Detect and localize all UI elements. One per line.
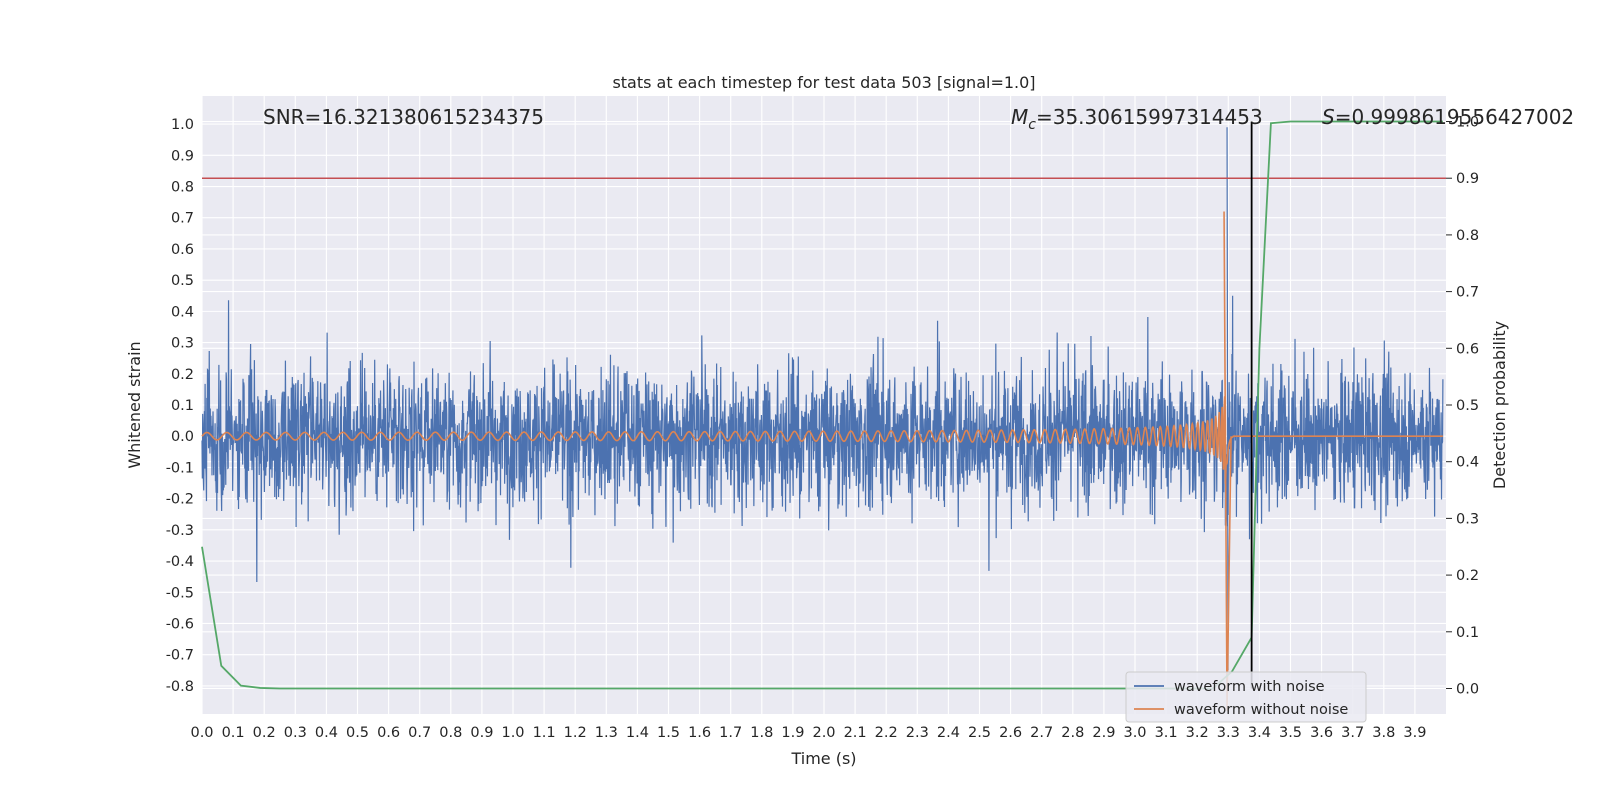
x-tick-label: 2.0	[812, 725, 835, 741]
x-tick-label: 2.9	[1092, 725, 1115, 741]
x-tick-label: 1.6	[688, 725, 711, 741]
y-right-tick-label: 0.1	[1456, 625, 1479, 641]
y-tick-label: -0.7	[166, 648, 194, 664]
x-axis-label: Time (s)	[790, 749, 856, 768]
y-right-tick-label: 0.6	[1456, 341, 1479, 357]
y-tick-label: 0.6	[171, 242, 194, 258]
x-tick-label: 3.3	[1217, 725, 1240, 741]
y-right-tick-label: 1.0	[1456, 115, 1479, 131]
tick-labels: 0.0 0.1 0.2 0.3 0.4 0.5 0.6 0.7 0.8 0.9 1.0 1.1 1.2 1…	[166, 115, 1479, 741]
y-tick-label: -0.2	[166, 492, 194, 508]
chirp-mass-annotation: Mc=35.30615997314453	[1011, 105, 1263, 133]
x-tick-label: 2.6	[999, 725, 1022, 741]
x-tick-label: 1.8	[750, 725, 773, 741]
y-tick-label: -0.8	[166, 679, 194, 695]
x-tick-label: 0.2	[253, 725, 276, 741]
y-tick-label: 0.7	[171, 211, 194, 227]
x-tick-label: 0.9	[470, 725, 493, 741]
y-axis-label: Whitened strain	[125, 341, 144, 468]
y-tick-label: 0.9	[171, 148, 194, 164]
x-tick-label: 3.2	[1186, 725, 1209, 741]
y-tick-label: 0.8	[171, 180, 194, 196]
x-tick-label: 3.7	[1341, 725, 1364, 741]
legend-label-noisy: waveform with noise	[1174, 679, 1325, 695]
x-tick-label: 2.8	[1061, 725, 1084, 741]
x-tick-label: 2.7	[1030, 725, 1053, 741]
x-tick-label: 0.1	[222, 725, 245, 741]
y-tick-label: 0.3	[171, 336, 194, 352]
x-tick-label: 3.9	[1403, 725, 1426, 741]
chirp-mass-subscript: c	[1028, 117, 1036, 133]
x-tick-label: 2.2	[875, 725, 898, 741]
y-tick-label: 0.1	[171, 398, 194, 414]
y-right-tick-label: 0.9	[1456, 171, 1479, 187]
x-tick-label: 0.4	[315, 725, 338, 741]
y-tick-label: 1.0	[171, 117, 194, 133]
y-right-tick-label: 0.2	[1456, 568, 1479, 584]
x-tick-label: 0.0	[190, 725, 213, 741]
x-tick-label: 1.2	[564, 725, 587, 741]
series-waveform-with-noise	[201, 127, 1444, 671]
chirp-mass-symbol: M	[1011, 105, 1028, 129]
y-tick-label: -0.6	[166, 616, 194, 632]
x-tick-label: 3.6	[1310, 725, 1333, 741]
x-tick-label: 1.1	[533, 725, 556, 741]
y-right-tick-label: 0.5	[1456, 398, 1479, 414]
y-tick-label: 0.4	[171, 304, 194, 320]
x-tick-label: 0.8	[439, 725, 462, 741]
y-right-tick-label: 0.3	[1456, 511, 1479, 527]
x-tick-label: 1.9	[781, 725, 804, 741]
y-right-tick-label: 0.8	[1456, 228, 1479, 244]
y-tick-label: -0.4	[166, 554, 194, 570]
x-tick-label: 0.7	[408, 725, 431, 741]
snr-annotation: SNR=16.321380615234375	[263, 105, 544, 129]
y-tick-label: -0.5	[166, 585, 194, 601]
x-tick-label: 2.5	[968, 725, 991, 741]
y-right-tick-label: 0.0	[1456, 681, 1479, 697]
x-tick-label: 2.1	[844, 725, 867, 741]
x-tick-label: 3.4	[1248, 725, 1271, 741]
score-value: =0.9998619556427002	[1335, 105, 1574, 129]
x-tick-label: 3.8	[1372, 725, 1395, 741]
y-tick-label: 0.0	[171, 429, 194, 445]
x-tick-label: 0.5	[346, 725, 369, 741]
legend-label-clean: waveform without noise	[1174, 702, 1348, 718]
x-tick-label: 1.3	[595, 725, 618, 741]
x-tick-label: 3.5	[1279, 725, 1302, 741]
x-tick-label: 2.4	[937, 725, 960, 741]
chart-title: stats at each timestep for test data 503…	[612, 73, 1035, 92]
y-tick-label: -0.3	[166, 523, 194, 539]
x-tick-label: 0.6	[377, 725, 400, 741]
grid	[201, 96, 1446, 714]
y-tick-label: -0.1	[166, 460, 194, 476]
x-tick-label: 1.4	[626, 725, 649, 741]
y-tick-label: 0.5	[171, 273, 194, 289]
x-tick-label: 0.3	[284, 725, 307, 741]
x-tick-label: 1.7	[719, 725, 742, 741]
y-tick-label: 0.2	[171, 367, 194, 383]
chirp-mass-value: =35.30615997314453	[1036, 105, 1263, 129]
legend: waveform with noise waveform without noi…	[1125, 671, 1367, 723]
x-tick-label: 3.0	[1123, 725, 1146, 741]
y-right-tick-label: 0.7	[1456, 285, 1479, 301]
y-right-tick-label: 0.4	[1456, 455, 1479, 471]
x-tick-label: 2.3	[906, 725, 929, 741]
y-axis-label-right: Detection probability	[1490, 321, 1509, 489]
score-symbol: S	[1322, 105, 1335, 129]
legend-box	[1125, 671, 1367, 723]
score-annotation: S=0.9998619556427002	[1322, 105, 1574, 129]
x-tick-label: 3.1	[1155, 725, 1178, 741]
x-tick-label: 1.5	[657, 725, 680, 741]
x-tick-label: 1.0	[501, 725, 524, 741]
